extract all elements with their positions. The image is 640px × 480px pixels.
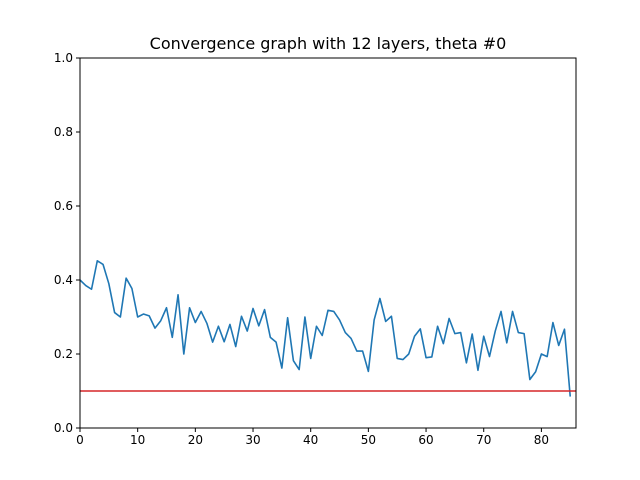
y-tick-label: 0.0	[54, 421, 73, 435]
x-tick-label: 80	[534, 433, 549, 447]
x-tick-label: 20	[188, 433, 203, 447]
series-line-convergence	[80, 259, 572, 397]
axes-frame	[79, 57, 577, 429]
y-axis: 0.0 0.2 0.4 0.6 0.8 1.0	[54, 51, 80, 435]
y-tick-label: 0.4	[54, 273, 73, 287]
chart-title: Convergence graph with 12 layers, theta …	[150, 34, 507, 53]
x-tick-label: 70	[476, 433, 491, 447]
x-tick-label: 0	[76, 433, 84, 447]
x-tick-label: 30	[245, 433, 260, 447]
y-tick-label: 0.8	[54, 125, 73, 139]
y-tick-label: 0.6	[54, 199, 73, 213]
x-tick-label: 60	[418, 433, 433, 447]
x-tick-label: 10	[130, 433, 145, 447]
y-tick-label: 1.0	[54, 51, 73, 65]
y-tick-label: 0.2	[54, 347, 73, 361]
x-tick-label: 50	[361, 433, 376, 447]
x-tick-label: 40	[303, 433, 318, 447]
x-axis: 0 10 20 30 40 50 60 70 80	[76, 428, 549, 447]
plot-area	[80, 259, 576, 397]
